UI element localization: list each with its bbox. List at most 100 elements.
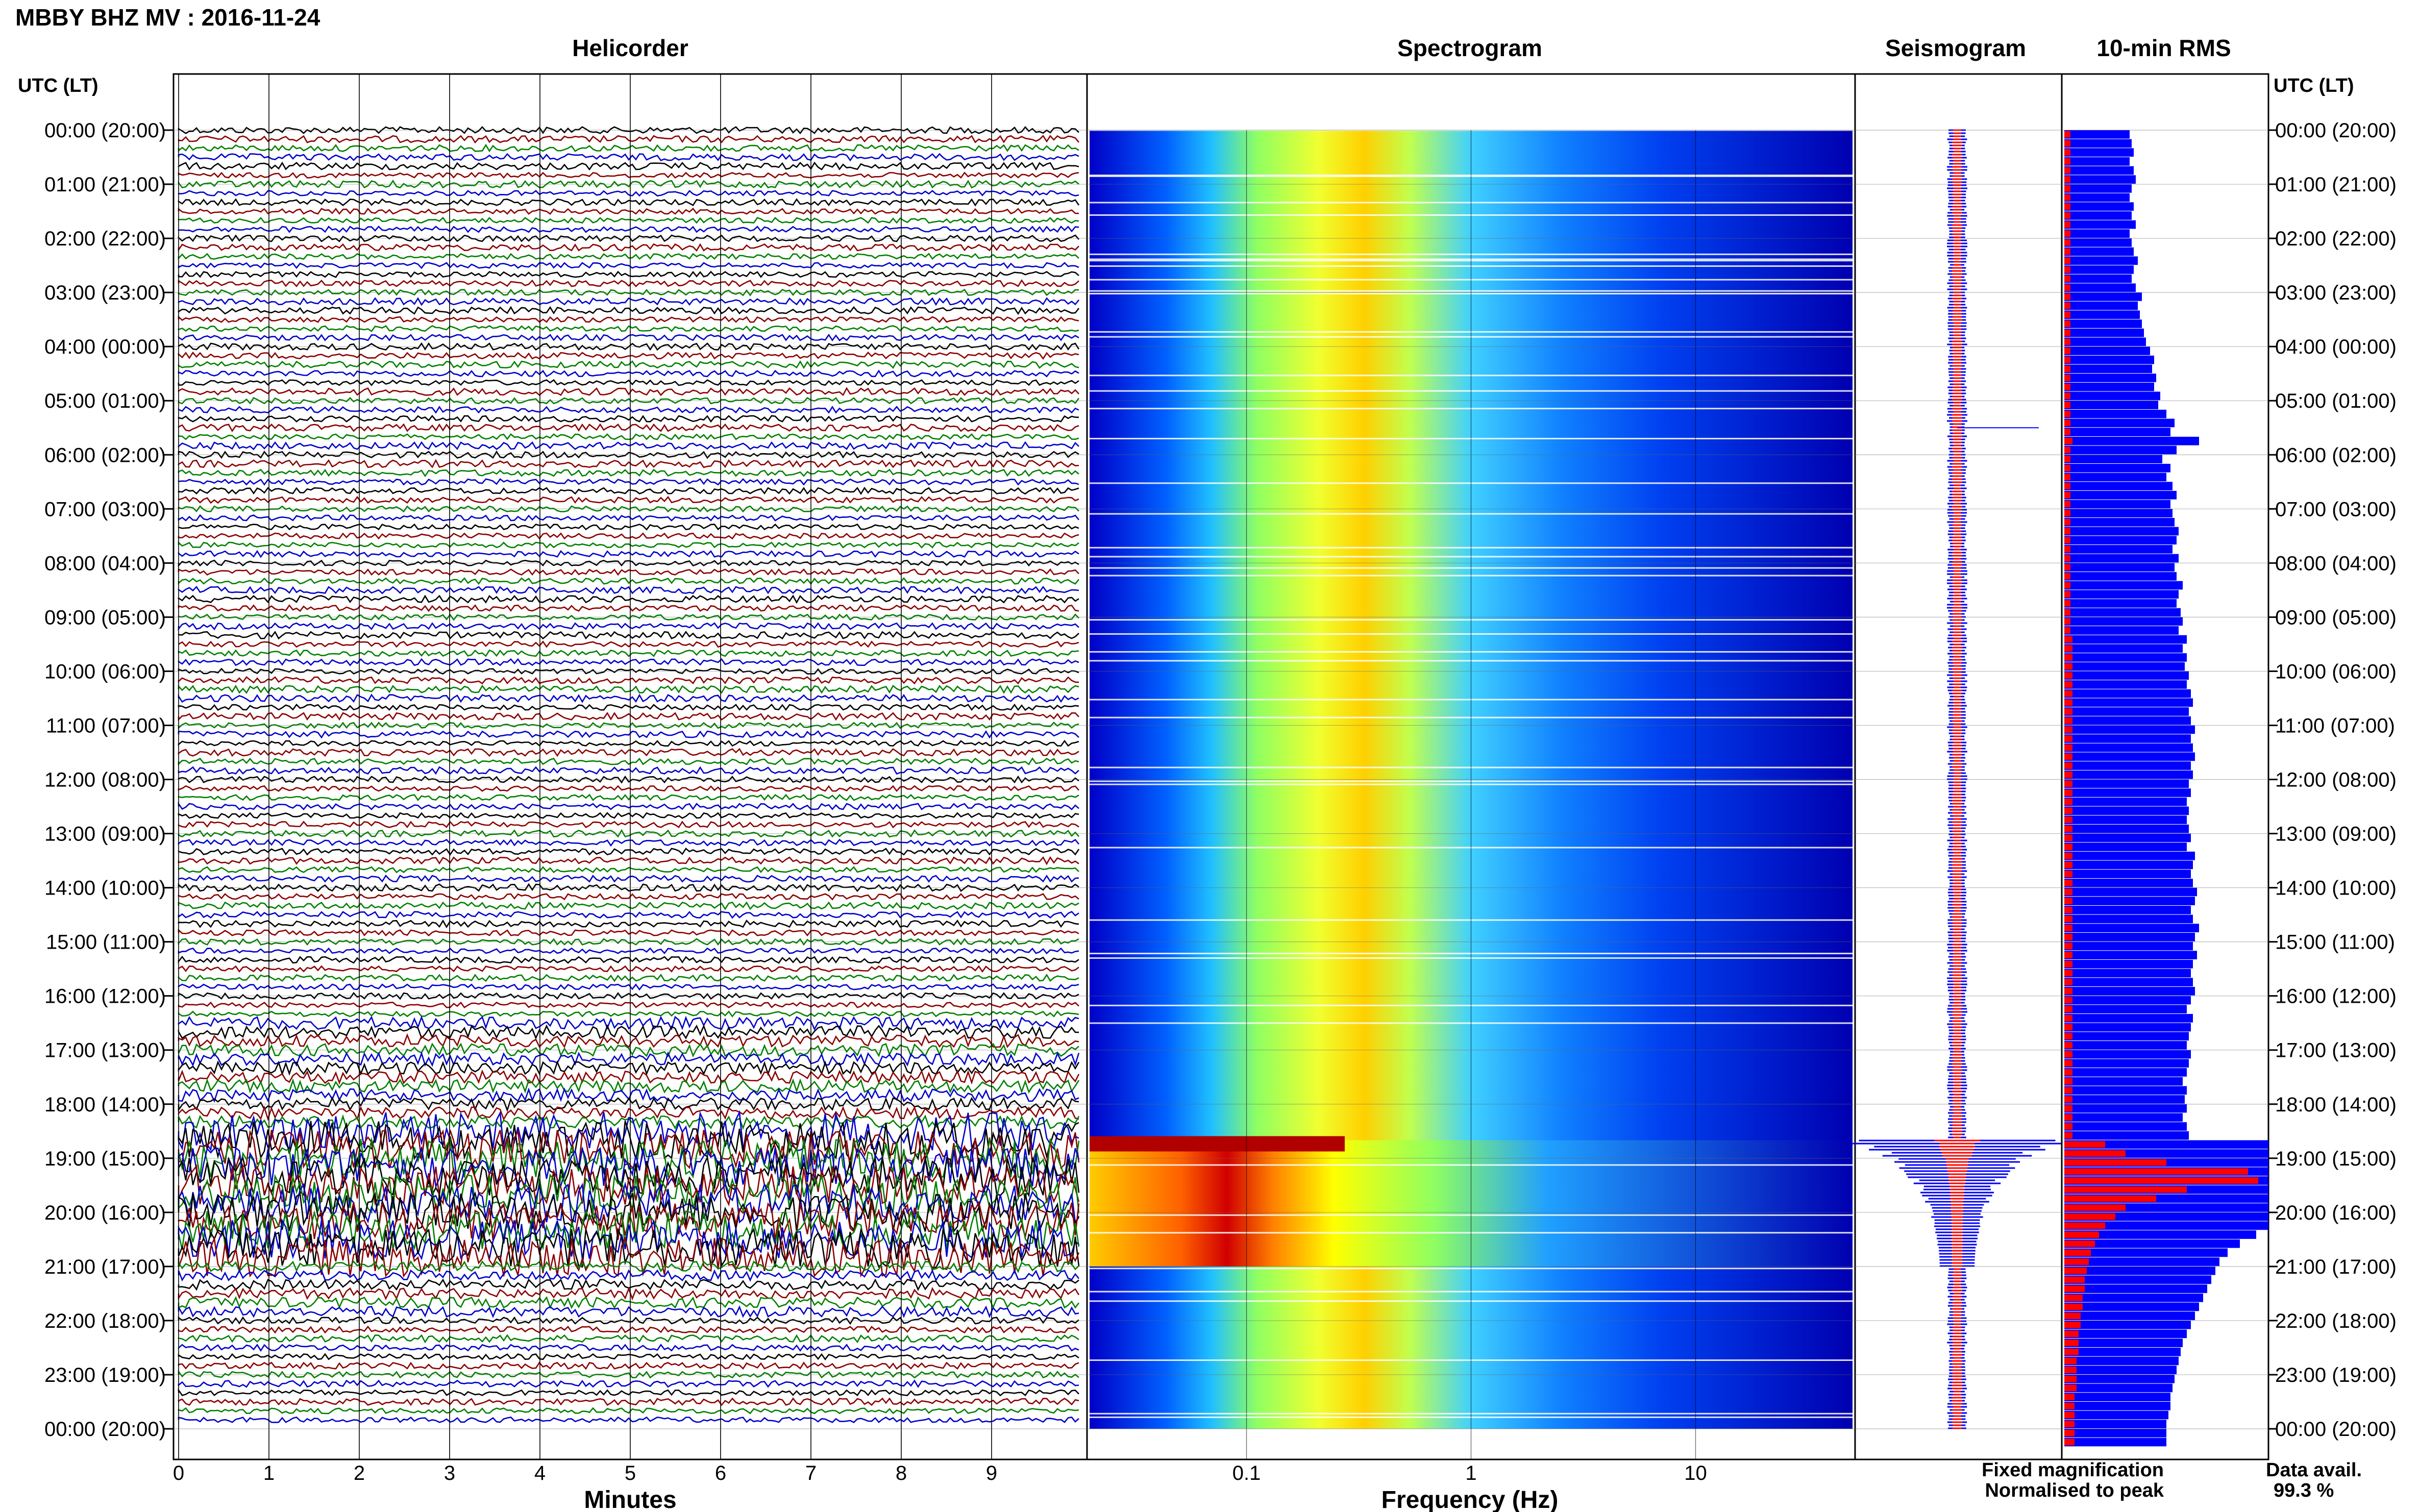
rms-bar-fixed bbox=[2064, 590, 2179, 599]
rms-bar-normalised bbox=[2064, 1096, 2072, 1103]
rms-bar-normalised bbox=[2064, 1276, 2085, 1283]
helicorder-trace bbox=[178, 757, 1079, 766]
rms-bar-fixed bbox=[2064, 527, 2179, 536]
helicorder-trace bbox=[178, 974, 1079, 982]
helicorder-trace bbox=[178, 505, 1079, 513]
rms-bar-normalised bbox=[2064, 275, 2070, 282]
helicorder-trace bbox=[178, 262, 1079, 269]
rms-bar-normalised bbox=[2064, 1294, 2083, 1301]
rms-bar-fixed bbox=[2064, 382, 2154, 391]
helicorder-x-title: Minutes bbox=[584, 1486, 676, 1512]
minute-tick-label: 1 bbox=[263, 1462, 275, 1484]
time-label-right: 17:00 (13:00) bbox=[2275, 1039, 2397, 1062]
rms-bar-normalised bbox=[2064, 1430, 2075, 1436]
rms-bar-fixed bbox=[2064, 301, 2138, 310]
helicorder-trace bbox=[178, 369, 1079, 378]
rms-bar-fixed bbox=[2064, 346, 2150, 355]
rms-bar-fixed bbox=[2064, 851, 2195, 860]
rms-bar-fixed bbox=[2064, 1005, 2187, 1014]
rms-bar-normalised bbox=[2064, 771, 2072, 778]
helicorder-trace bbox=[178, 1370, 1079, 1379]
rms-bar-fixed bbox=[2064, 698, 2193, 707]
time-label-left: 13:00 (09:00) bbox=[44, 823, 166, 846]
rms-bar-fixed bbox=[2064, 1401, 2170, 1410]
helicorder-trace bbox=[178, 937, 1079, 946]
rms-bar-fixed bbox=[2064, 310, 2140, 319]
rms-bar-fixed bbox=[2064, 662, 2185, 671]
helicorder-trace bbox=[178, 1078, 1080, 1094]
rms-bar-normalised bbox=[2064, 1114, 2072, 1121]
x-axis-ticks: 0 1 2 3 4 5 6 7 8 9 bbox=[173, 1462, 997, 1484]
time-label-left: 00:00 (20:00) bbox=[44, 119, 166, 142]
rms-bar-normalised bbox=[2064, 816, 2072, 823]
helicorder-trace bbox=[178, 450, 1079, 459]
helicorder-trace bbox=[178, 1069, 1080, 1085]
rms-bar-fixed bbox=[2064, 463, 2170, 473]
time-label-left: 15:00 (11:00) bbox=[46, 931, 166, 954]
rms-bar-fixed bbox=[2064, 374, 2156, 382]
rms-bar-fixed bbox=[2064, 770, 2193, 779]
minute-tick-label: 4 bbox=[534, 1462, 546, 1484]
rms-bar-normalised bbox=[2064, 239, 2070, 246]
rms-bar-normalised bbox=[2064, 194, 2070, 201]
rms-bar-fixed bbox=[2064, 1104, 2187, 1113]
minute-tick-label: 0 bbox=[173, 1462, 184, 1484]
rms-bar-normalised bbox=[2064, 1367, 2077, 1373]
time-label-left: 14:00 (10:00) bbox=[44, 877, 166, 900]
rms-bar-normalised bbox=[2064, 1285, 2085, 1292]
helicorder-trace bbox=[178, 1120, 1079, 1161]
time-label-left: 09:00 (05:00) bbox=[44, 606, 166, 629]
rms-bar-normalised bbox=[2064, 925, 2072, 931]
rms-bar-fixed bbox=[2064, 752, 2195, 761]
rms-bar-normalised bbox=[2064, 1258, 2089, 1265]
rms-bar-fixed bbox=[2064, 1140, 2268, 1149]
rms-bar-fixed bbox=[2064, 509, 2173, 517]
helicorder-trace bbox=[178, 649, 1079, 657]
rms-bar-normalised bbox=[2064, 230, 2070, 237]
rms-bar-fixed bbox=[2064, 1329, 2187, 1339]
helicorder-trace bbox=[178, 397, 1080, 405]
helicorder-trace bbox=[178, 766, 1079, 775]
rms-bar-fixed bbox=[2064, 1095, 2185, 1104]
helicorder-trace bbox=[178, 297, 1080, 306]
helicorder-trace bbox=[178, 1296, 1080, 1309]
helicorder-trace bbox=[178, 1087, 1079, 1103]
rms-bar-fixed bbox=[2064, 482, 2173, 490]
helicorder-trace bbox=[178, 883, 1079, 893]
helicorder-trace bbox=[178, 802, 1079, 810]
rms-bar-normalised bbox=[2064, 1249, 2091, 1256]
rms-bar-fixed bbox=[2064, 1023, 2191, 1032]
helicorder-trace bbox=[178, 288, 1079, 296]
rms-bar-normalised bbox=[2064, 789, 2072, 796]
rms-bar-normalised bbox=[2064, 1330, 2079, 1337]
rms-bar-normalised bbox=[2064, 456, 2070, 462]
left-axis-title: UTC (LT) bbox=[18, 75, 98, 96]
helicorder-trace bbox=[178, 1043, 1079, 1058]
rms-bar-fixed bbox=[2064, 725, 2195, 734]
rms-bar-fixed bbox=[2064, 1113, 2183, 1122]
helicorder-trace bbox=[178, 1105, 1079, 1122]
rms-bar-normalised bbox=[2064, 329, 2070, 336]
rms-bar-normalised bbox=[2064, 311, 2070, 318]
helicorder-trace bbox=[178, 730, 1079, 739]
rms-bar-fixed bbox=[2064, 635, 2187, 644]
helicorder-trace bbox=[178, 1278, 1079, 1292]
time-label-left: 16:00 (12:00) bbox=[44, 985, 166, 1008]
helicorder-trace bbox=[178, 1316, 1079, 1325]
rms-bar-normalised bbox=[2064, 1195, 2156, 1202]
rms-bar-fixed bbox=[2064, 870, 2191, 878]
rms-bar-fixed bbox=[2064, 544, 2173, 554]
time-label-right: 01:00 (21:00) bbox=[2275, 173, 2397, 196]
rms-bar-fixed bbox=[2064, 959, 2193, 969]
helicorder-panel bbox=[172, 73, 1088, 1460]
rms-bar-fixed bbox=[2064, 1275, 2211, 1284]
rms-bar-normalised bbox=[2064, 176, 2070, 183]
helicorder-trace bbox=[178, 901, 1079, 910]
helicorder-trace bbox=[178, 550, 1079, 558]
time-label-right: 13:00 (09:00) bbox=[2275, 823, 2397, 846]
time-label-right: 00:00 (20:00) bbox=[2275, 119, 2397, 142]
helicorder-trace bbox=[178, 486, 1079, 495]
rms-bar-fixed bbox=[2064, 1059, 2189, 1068]
helicorder-trace bbox=[178, 748, 1079, 757]
rms-bar-normalised bbox=[2064, 582, 2070, 589]
